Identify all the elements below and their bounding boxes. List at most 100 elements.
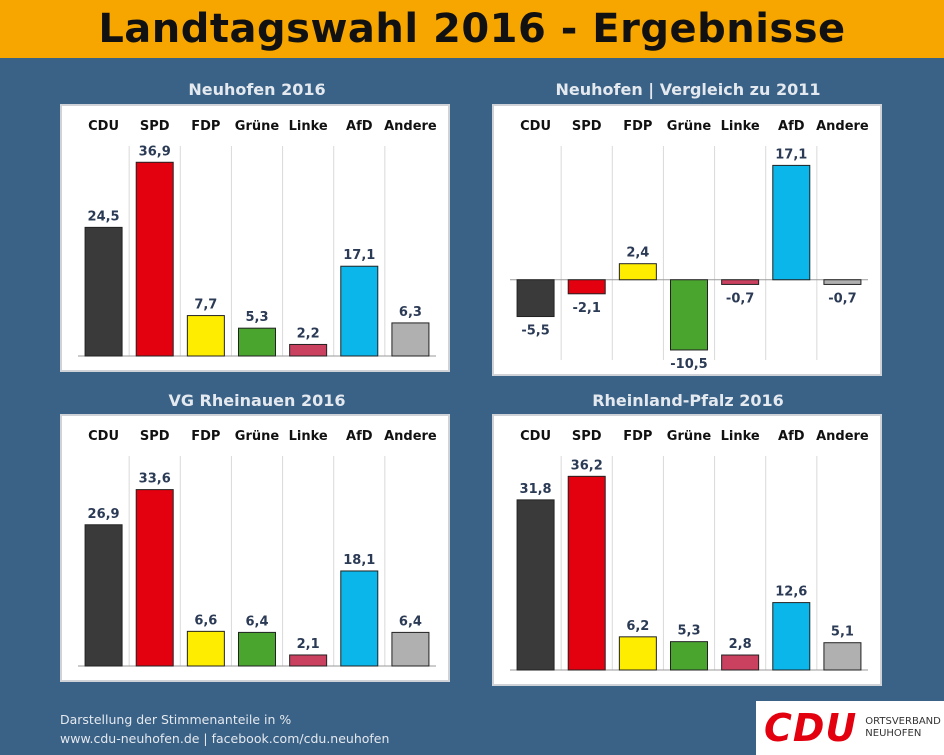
chart-panel-vg-rheinauen: CDU 26,9 SPD 33,6 FDP 6,6 Grüne 6,4 Linke 2,1 AfD 1… [60,414,450,682]
chart-title-neuhofen-2016: Neuhofen 2016 [188,80,326,99]
category-label-afd: AfD [346,429,373,444]
data-label-gruene: 6,4 [245,614,268,629]
category-label-cdu: CDU [520,429,551,444]
category-label-spd: SPD [572,429,602,444]
data-label-cdu: -5,5 [521,324,549,339]
bar-gruene [670,279,708,351]
data-label-andere: 6,3 [399,305,422,320]
bar-spd [567,475,606,671]
chart-panel-neuhofen-2016: CDU 24,5 SPD 36,9 FDP 7,7 Grüne 5,3 Linke 2,2 AfD 1… [60,104,450,372]
bar-linke [721,654,760,671]
category-label-andere: Andere [816,119,869,134]
category-label-gruene: Grüne [235,119,280,134]
logo-subtitle-line2: NEUHOFEN [865,728,922,739]
data-label-spd: 36,2 [571,458,603,473]
category-label-cdu: CDU [88,119,119,134]
chart-rheinland-pfalz: CDU 31,8 SPD 36,2 FDP 6,2 Grüne 5,3 Linke 2,8 AfD 1… [510,429,869,671]
data-label-spd: -2,1 [572,301,600,316]
page-header: Landtagswahl 2016 - Ergebnisse [0,0,944,58]
data-label-afd: 12,6 [775,585,807,600]
category-label-afd: AfD [346,119,373,134]
category-label-linke: Linke [721,429,760,444]
data-label-afd: 17,1 [775,147,807,162]
data-label-cdu: 31,8 [520,482,552,497]
bar-linke [721,279,760,285]
bar-gruene [238,327,276,357]
bar-spd [567,279,606,295]
chart-title-rheinland-pfalz: Rheinland-Pfalz 2016 [592,391,784,410]
page-title: Landtagswahl 2016 - Ergebnisse [98,6,846,52]
bar-fdp [618,263,657,281]
bar-afd [772,164,811,281]
logo-subtitle: ORTSVERBAND NEUHOFEN [865,716,941,740]
data-label-fdp: 7,7 [194,298,217,313]
data-label-gruene: -10,5 [670,357,707,372]
category-label-andere: Andere [816,429,869,444]
bar-fdp [186,630,225,667]
bar-gruene [238,631,276,667]
logo-subtitle-line1: ORTSVERBAND [865,716,941,727]
category-label-fdp: FDP [623,429,652,444]
category-label-cdu: CDU [520,119,551,134]
category-label-andere: Andere [384,429,437,444]
chart-panel-rheinland-pfalz: CDU 31,8 SPD 36,2 FDP 6,2 Grüne 5,3 Linke 2,8 AfD 1… [492,414,882,686]
category-label-andere: Andere [384,119,437,134]
bar-fdp [186,315,225,357]
data-label-linke: -0,7 [726,291,754,306]
category-label-fdp: FDP [191,429,220,444]
category-label-gruene: Grüne [667,429,712,444]
chart-vg-rheinauen: CDU 26,9 SPD 33,6 FDP 6,6 Grüne 6,4 Linke 2,1 AfD 1… [78,429,437,667]
bar-cdu [84,524,123,667]
category-label-spd: SPD [572,119,602,134]
cdu-logo: CDU ORTSVERBAND NEUHOFEN [756,701,944,755]
category-label-spd: SPD [140,119,170,134]
chart-panel-vergleich-2011: CDU -5,5 SPD -2,1 FDP 2,4 Grüne -10,5 Linke -0,7 A… [492,104,882,376]
chart-vergleich-2011: CDU -5,5 SPD -2,1 FDP 2,4 Grüne -10,5 Linke -0,7 A… [510,119,869,372]
data-label-linke: 2,8 [729,637,752,652]
category-label-gruene: Grüne [667,119,712,134]
bar-cdu [516,279,555,318]
bar-afd [340,570,379,667]
category-label-linke: Linke [289,429,328,444]
category-label-gruene: Grüne [235,429,280,444]
data-label-andere: 5,1 [831,625,854,640]
bar-afd [772,602,811,671]
category-label-linke: Linke [721,119,760,134]
bar-andere [823,279,862,285]
data-label-gruene: 5,3 [677,624,700,639]
footer-links: www.cdu-neuhofen.de | facebook.com/cdu.n… [60,731,390,746]
category-label-fdp: FDP [623,119,652,134]
bar-cdu [516,499,555,671]
footer-note: Darstellung der Stimmenanteile in % [60,712,292,727]
logo-wordmark: CDU [764,706,858,750]
chart-title-vergleich-2011: Neuhofen | Vergleich zu 2011 [555,80,821,99]
chart-title-vg-rheinauen: VG Rheinauen 2016 [168,391,346,410]
data-label-fdp: 6,6 [194,613,217,628]
bar-linke [289,343,328,357]
bar-gruene [670,641,708,671]
category-label-afd: AfD [778,119,805,134]
data-label-afd: 17,1 [343,248,375,263]
bar-spd [135,161,174,357]
data-label-linke: 2,2 [297,326,320,341]
category-label-cdu: CDU [88,429,119,444]
data-label-spd: 33,6 [139,472,171,487]
data-label-spd: 36,9 [139,144,171,159]
bar-andere [391,631,430,667]
bar-andere [391,322,430,357]
bar-fdp [618,636,657,671]
bar-andere [823,642,862,671]
data-label-afd: 18,1 [343,553,375,568]
bar-cdu [84,226,123,357]
data-label-fdp: 2,4 [626,246,649,261]
data-label-cdu: 24,5 [88,209,120,224]
data-label-gruene: 5,3 [245,310,268,325]
category-label-fdp: FDP [191,119,220,134]
category-label-afd: AfD [778,429,805,444]
bar-afd [340,265,379,357]
data-label-andere: -0,7 [828,291,856,306]
bar-spd [135,489,174,667]
category-label-spd: SPD [140,429,170,444]
data-label-cdu: 26,9 [88,507,120,522]
chart-neuhofen-2016: CDU 24,5 SPD 36,9 FDP 7,7 Grüne 5,3 Linke 2,2 AfD 1… [78,119,437,357]
